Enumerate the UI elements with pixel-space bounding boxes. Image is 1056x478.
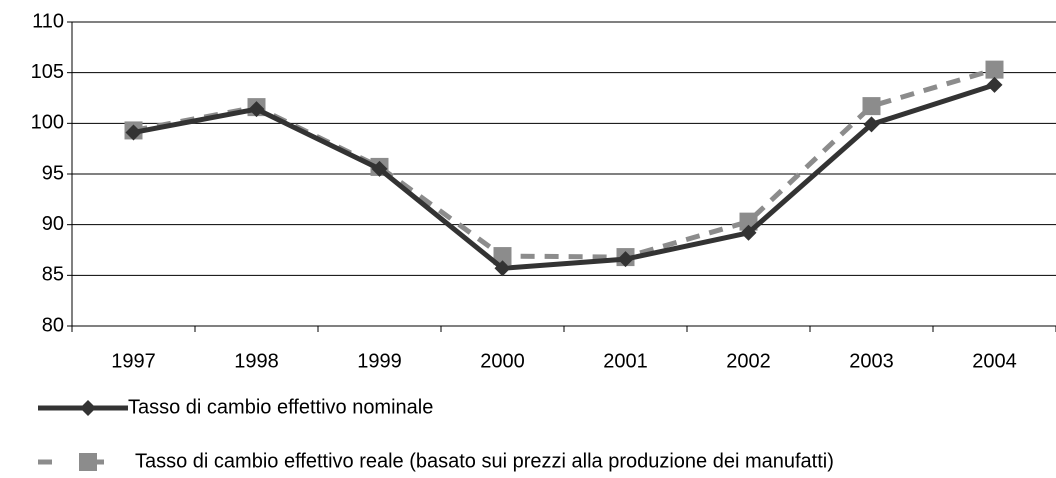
x-tick-label: 2004: [972, 350, 1017, 372]
marker: [740, 224, 757, 241]
x-tick-label: 2000: [480, 350, 525, 372]
y-tick-label: 95: [42, 162, 64, 184]
marker: [80, 400, 96, 416]
marker: [986, 76, 1003, 93]
y-tick-label: 110: [32, 10, 64, 32]
marker: [494, 260, 511, 277]
marker: [493, 247, 512, 266]
x-tick-label: 2003: [849, 350, 894, 372]
x-tick-label: 1999: [357, 350, 402, 372]
marker: [862, 97, 881, 116]
marker: [985, 60, 1004, 79]
y-tick-label: 85: [42, 264, 64, 286]
y-tick-label: 80: [42, 314, 64, 336]
x-tick-label: 2002: [726, 350, 771, 372]
series-line: [133, 82, 996, 271]
marker: [863, 116, 880, 133]
marker: [125, 124, 142, 141]
x-tick-label: 2001: [603, 350, 648, 372]
legend-label: Tasso di cambio effettivo nominale: [128, 396, 433, 418]
marker: [617, 251, 634, 268]
y-tick-label: 100: [31, 112, 64, 134]
legend-label: Tasso di cambio effettivo reale (basato …: [135, 450, 834, 472]
x-tick-label: 1997: [111, 350, 156, 372]
marker: [371, 160, 388, 177]
marker: [79, 453, 97, 471]
marker: [248, 101, 265, 118]
x-tick-label: 1998: [234, 350, 279, 372]
y-tick-label: 105: [31, 61, 64, 83]
y-tick-label: 90: [42, 213, 64, 235]
